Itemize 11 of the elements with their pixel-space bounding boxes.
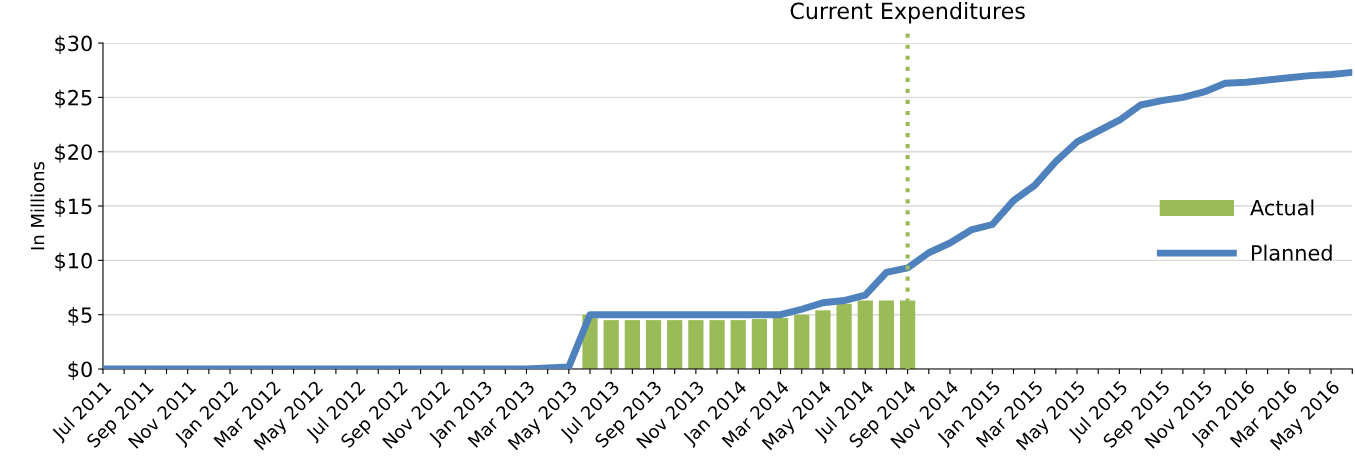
y-tick-label: $20 bbox=[55, 143, 92, 163]
y-tick-label: $10 bbox=[55, 252, 92, 272]
ref-line-label: Current Expenditures bbox=[790, 1, 1025, 24]
legend-label: Actual bbox=[1250, 199, 1314, 216]
y-tick-label: $5 bbox=[68, 306, 92, 326]
y-tick-label: $25 bbox=[55, 89, 92, 109]
y-tick-label: $0 bbox=[68, 361, 92, 380]
y-axis-title: In Millions bbox=[30, 161, 45, 250]
legend-label: Planned bbox=[1252, 244, 1332, 261]
y-tick-label: $30 bbox=[55, 35, 92, 55]
y-tick-label: $15 bbox=[55, 198, 92, 218]
